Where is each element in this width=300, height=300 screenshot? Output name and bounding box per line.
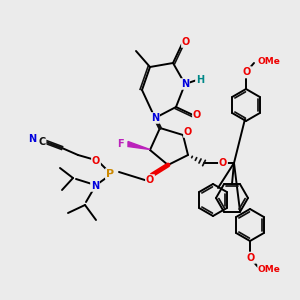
Polygon shape <box>128 142 150 149</box>
Text: C: C <box>38 137 46 147</box>
Text: N: N <box>91 181 99 191</box>
Text: P: P <box>106 169 114 179</box>
Text: OMe: OMe <box>258 56 281 65</box>
Text: O: O <box>184 127 192 137</box>
Text: F: F <box>117 139 123 149</box>
Text: O: O <box>182 37 190 47</box>
Text: N: N <box>28 134 36 144</box>
Text: H: H <box>196 75 204 85</box>
Text: O: O <box>247 253 255 263</box>
Text: O: O <box>193 110 201 120</box>
Text: OMe: OMe <box>258 266 281 274</box>
Text: O: O <box>219 158 227 168</box>
Text: O: O <box>243 67 251 77</box>
Text: N: N <box>181 79 189 89</box>
Text: O: O <box>146 175 154 185</box>
Text: N: N <box>151 113 159 123</box>
Text: O: O <box>92 156 100 166</box>
